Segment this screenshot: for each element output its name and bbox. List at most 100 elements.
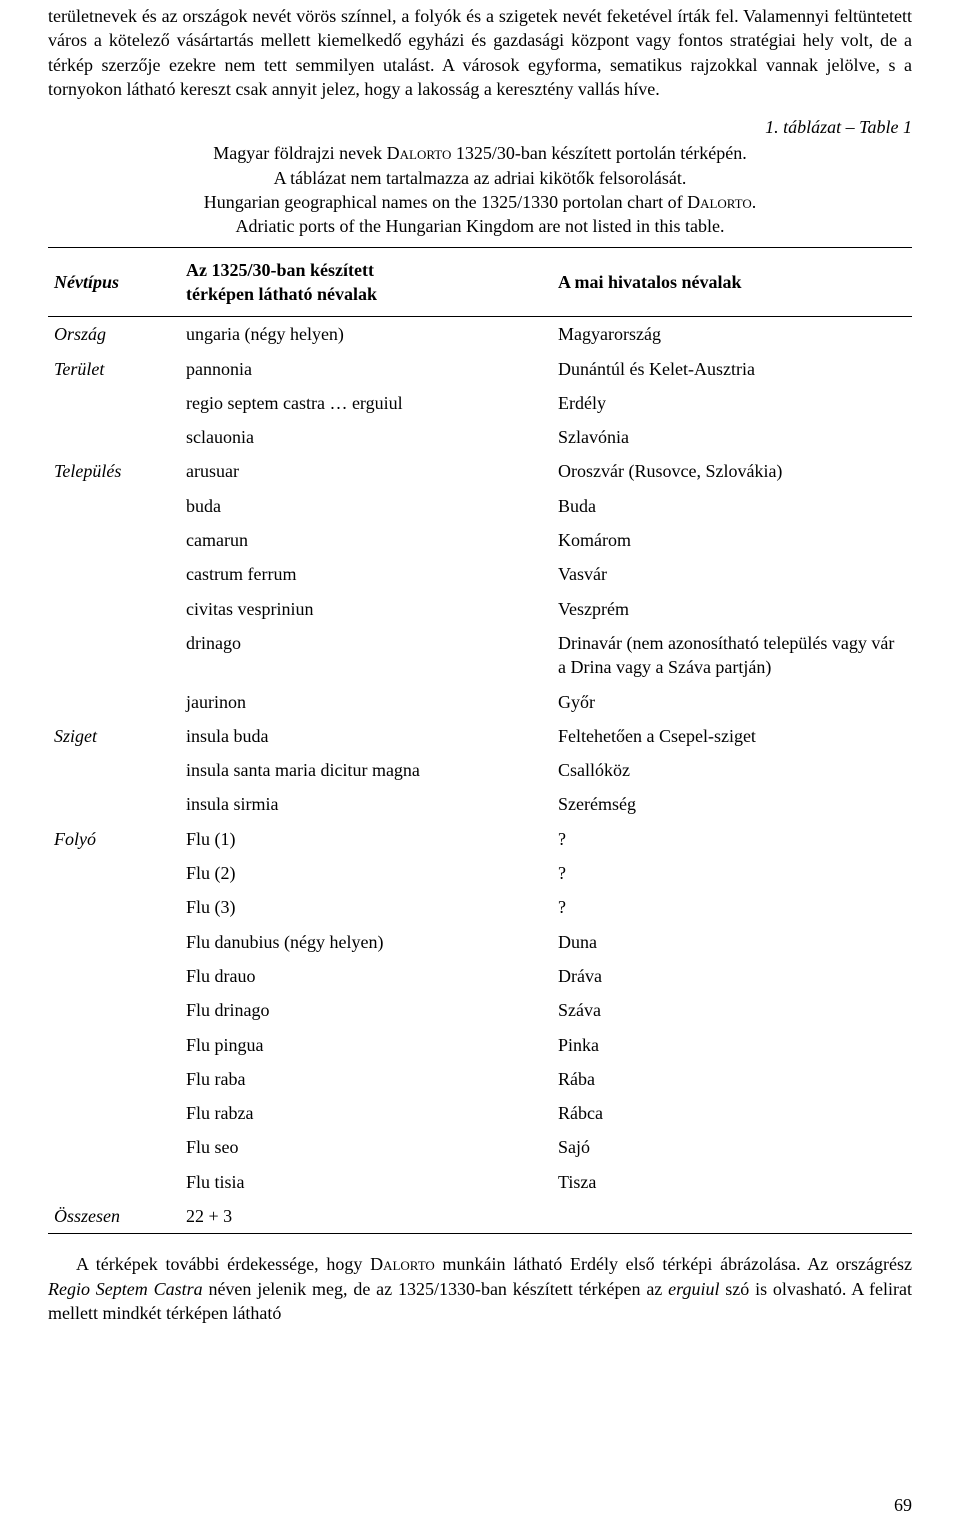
cell-new-name: ? — [552, 822, 912, 856]
cell-new-name: Erdély — [552, 386, 912, 420]
caption-hu1-pre: Magyar földrajzi nevek — [213, 143, 386, 163]
cell-old-name: sclauonia — [180, 420, 552, 454]
cell-old-name: camarun — [180, 523, 552, 557]
table-row: TerületpannoniaDunántúl és Kelet-Ausztri… — [48, 352, 912, 386]
table-caption: 1. táblázat – Table 1 Magyar földrajzi n… — [48, 115, 912, 238]
caption-en1-post: . — [752, 192, 757, 212]
cell-type — [48, 420, 180, 454]
table-row: budaBuda — [48, 489, 912, 523]
cell-old-name: regio septem castra … erguiul — [180, 386, 552, 420]
th-new: A mai hivatalos névalak — [552, 247, 912, 317]
page: területnevek és az országok nevét vörös … — [0, 0, 960, 1533]
table-row: castrum ferrumVasvár — [48, 557, 912, 591]
cell-new-name: Duna — [552, 925, 912, 959]
cell-type — [48, 592, 180, 626]
table-row: civitas vespriniunVeszprém — [48, 592, 912, 626]
paragraph-2: A térképek további érdekessége, hogy Dal… — [48, 1252, 912, 1325]
cell-old-name: insula buda — [180, 719, 552, 753]
cell-old-name: Flu danubius (négy helyen) — [180, 925, 552, 959]
cell-old-name: Flu pingua — [180, 1028, 552, 1062]
table-row: Flu rabaRába — [48, 1062, 912, 1096]
table-row: drinagoDrinavár (nem azonosítható telepü… — [48, 626, 912, 685]
cell-new-name: Komárom — [552, 523, 912, 557]
caption-en1-pre: Hungarian geographical names on the 1325… — [204, 192, 687, 212]
names-table: Névtípus Az 1325/30-ban készített térkép… — [48, 247, 912, 1235]
cell-old-name: Flu (3) — [180, 890, 552, 924]
cell-new-name: Drinavár (nem azonosítható település vag… — [552, 626, 912, 685]
cell-new-name: Csallóköz — [552, 753, 912, 787]
table-row: jaurinonGyőr — [48, 685, 912, 719]
caption-en1-smallcaps: Dalorto — [687, 192, 752, 212]
cell-new-name: Buda — [552, 489, 912, 523]
caption-hu-line1: Magyar földrajzi nevek Dalorto 1325/30-b… — [48, 141, 912, 165]
table-row: Összesen22 + 3 — [48, 1199, 912, 1234]
cell-type — [48, 626, 180, 685]
table-row: Flu drinagoSzáva — [48, 993, 912, 1027]
cell-type — [48, 685, 180, 719]
cell-new-name: ? — [552, 890, 912, 924]
th-type: Névtípus — [48, 247, 180, 317]
cell-new-name: Dunántúl és Kelet-Ausztria — [552, 352, 912, 386]
cell-type — [48, 1096, 180, 1130]
th-old-line1: Az 1325/30-ban készített — [186, 260, 374, 280]
cell-new-name: Feltehetően a Csepel-sziget — [552, 719, 912, 753]
cell-old-name: castrum ferrum — [180, 557, 552, 591]
cell-old-name: Flu drauo — [180, 959, 552, 993]
cell-new-name: Sajó — [552, 1130, 912, 1164]
p2-italic-1: Regio Septem Castra — [48, 1279, 203, 1299]
cell-new-name: Száva — [552, 993, 912, 1027]
cell-type — [48, 1165, 180, 1199]
cell-type: Ország — [48, 317, 180, 352]
caption-hu1-smallcaps: Dalorto — [387, 143, 452, 163]
cell-old-name: insula sirmia — [180, 787, 552, 821]
cell-type — [48, 1130, 180, 1164]
table-row: Flu pinguaPinka — [48, 1028, 912, 1062]
cell-type — [48, 890, 180, 924]
cell-new-name: ? — [552, 856, 912, 890]
table-row: regio septem castra … erguiulErdély — [48, 386, 912, 420]
cell-old-name: drinago — [180, 626, 552, 685]
cell-old-name: ungaria (négy helyen) — [180, 317, 552, 352]
page-number: 69 — [894, 1493, 912, 1517]
p2-mid: munkáin látható Erdély első térképi ábrá… — [435, 1254, 912, 1274]
cell-type: Összesen — [48, 1199, 180, 1234]
table-row: TelepülésarusuarOroszvár (Rusovce, Szlov… — [48, 454, 912, 488]
cell-new-name: Szlavónia — [552, 420, 912, 454]
cell-new-name — [552, 1199, 912, 1234]
table-row: Flu seoSajó — [48, 1130, 912, 1164]
table-header-row: Névtípus Az 1325/30-ban készített térkép… — [48, 247, 912, 317]
cell-new-name: Oroszvár (Rusovce, Szlovákia) — [552, 454, 912, 488]
table-row: insula santa maria dicitur magnaCsallókö… — [48, 753, 912, 787]
cell-new-name: Veszprém — [552, 592, 912, 626]
p2-italic-2: erguiul — [668, 1279, 719, 1299]
table-row: Országungaria (négy helyen)Magyarország — [48, 317, 912, 352]
cell-type — [48, 959, 180, 993]
cell-new-name: Pinka — [552, 1028, 912, 1062]
cell-old-name: Flu raba — [180, 1062, 552, 1096]
cell-new-name: Rába — [552, 1062, 912, 1096]
p2-after-italic: néven jelenik meg, de az 1325/1330-ban k… — [203, 1279, 669, 1299]
table-label: 1. táblázat – Table 1 — [48, 115, 912, 139]
caption-hu-line2: A táblázat nem tartalmazza az adriai kik… — [48, 166, 912, 190]
cell-type — [48, 386, 180, 420]
caption-en-line1: Hungarian geographical names on the 1325… — [48, 190, 912, 214]
cell-old-name: jaurinon — [180, 685, 552, 719]
cell-type — [48, 925, 180, 959]
cell-type — [48, 489, 180, 523]
cell-old-name: Flu rabza — [180, 1096, 552, 1130]
table-row: Flu (2)? — [48, 856, 912, 890]
p2-dalorto: Dalorto — [370, 1254, 435, 1274]
cell-type — [48, 993, 180, 1027]
cell-type — [48, 523, 180, 557]
th-old-line2: térképen látható névalak — [186, 284, 377, 304]
cell-old-name: Flu (1) — [180, 822, 552, 856]
cell-type — [48, 753, 180, 787]
cell-old-name: Flu drinago — [180, 993, 552, 1027]
cell-new-name: Vasvár — [552, 557, 912, 591]
cell-new-name: Győr — [552, 685, 912, 719]
table-row: Flu (3)? — [48, 890, 912, 924]
paragraph-1: területnevek és az országok nevét vörös … — [48, 4, 912, 101]
table-row: Flu rabzaRábca — [48, 1096, 912, 1130]
cell-old-name: 22 + 3 — [180, 1199, 552, 1234]
cell-new-name: Dráva — [552, 959, 912, 993]
